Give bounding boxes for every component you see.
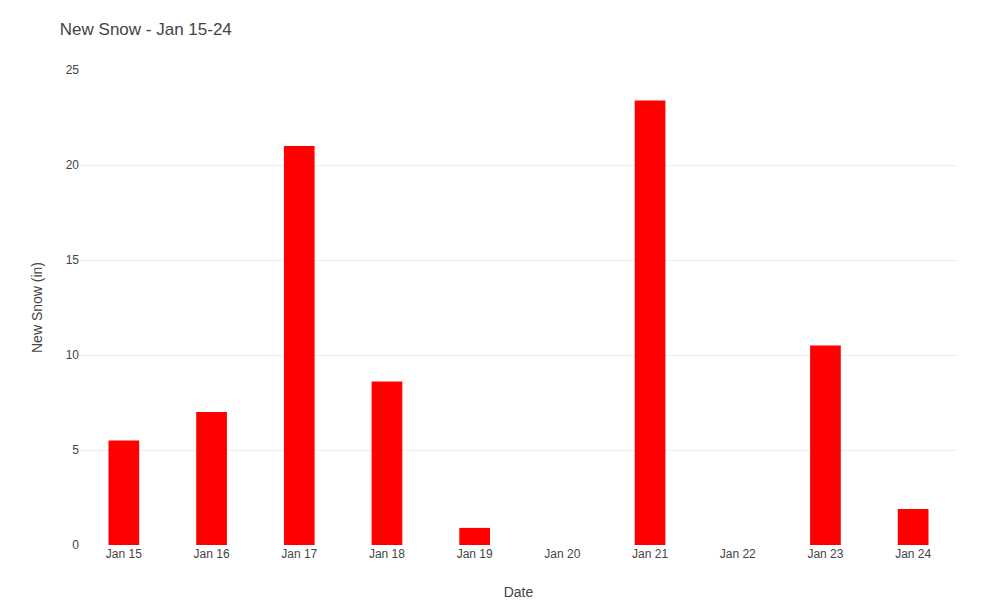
svg-text:15: 15 xyxy=(66,253,80,267)
svg-text:20: 20 xyxy=(66,158,80,172)
svg-text:Jan 21: Jan 21 xyxy=(632,547,668,561)
svg-text:New Snow - Jan 15-24: New Snow - Jan 15-24 xyxy=(60,20,232,39)
svg-text:Jan 23: Jan 23 xyxy=(807,547,843,561)
svg-text:Jan 17: Jan 17 xyxy=(281,547,317,561)
svg-text:5: 5 xyxy=(72,443,79,457)
svg-text:0: 0 xyxy=(72,538,79,552)
svg-text:Date: Date xyxy=(504,584,534,600)
svg-text:Jan 24: Jan 24 xyxy=(895,547,931,561)
svg-text:10: 10 xyxy=(66,348,80,362)
svg-text:25: 25 xyxy=(66,63,80,77)
svg-text:Jan 22: Jan 22 xyxy=(720,547,756,561)
svg-text:New Snow (in): New Snow (in) xyxy=(29,262,45,353)
svg-text:Jan 20: Jan 20 xyxy=(544,547,580,561)
svg-text:Jan 19: Jan 19 xyxy=(457,547,493,561)
svg-text:Jan 16: Jan 16 xyxy=(194,547,230,561)
svg-text:Jan 18: Jan 18 xyxy=(369,547,405,561)
svg-text:Jan 15: Jan 15 xyxy=(106,547,142,561)
